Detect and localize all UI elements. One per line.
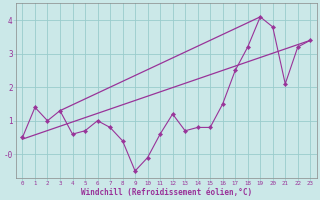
X-axis label: Windchill (Refroidissement éolien,°C): Windchill (Refroidissement éolien,°C)	[81, 188, 252, 197]
